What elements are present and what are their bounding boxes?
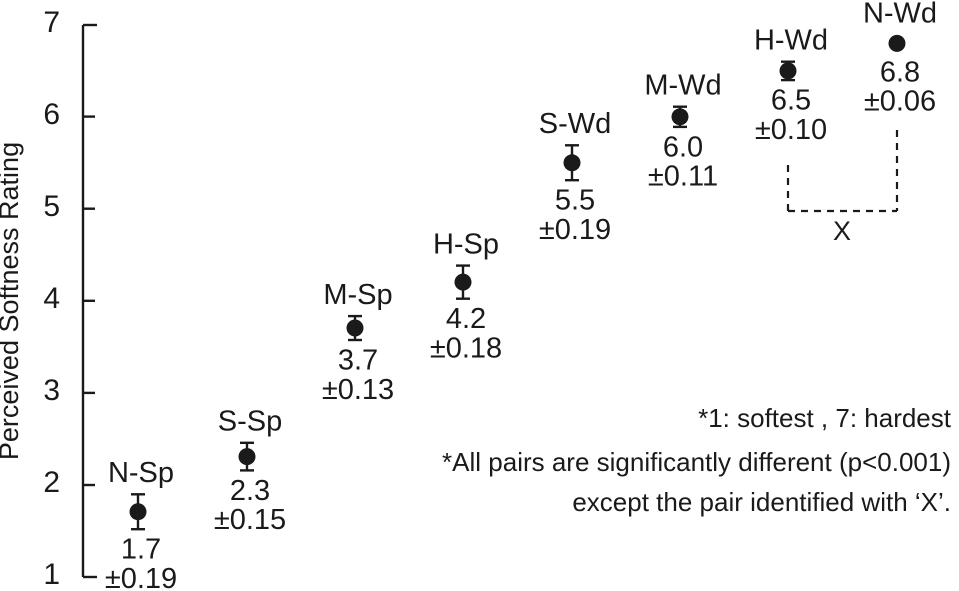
svg-text:S-Wd: S-Wd	[539, 108, 612, 140]
svg-text:5.5: 5.5	[555, 185, 595, 217]
svg-text:X: X	[833, 216, 851, 246]
svg-text:*1: softest , 7: hardest: *1: softest , 7: hardest	[698, 403, 952, 433]
svg-text:H-Wd: H-Wd	[754, 25, 828, 57]
svg-text:*All pairs are significantly d: *All pairs are significantly different (…	[442, 447, 951, 477]
svg-text:4: 4	[43, 282, 60, 315]
svg-text:N-Wd: N-Wd	[863, 0, 937, 30]
svg-text:5: 5	[43, 190, 60, 223]
svg-text:Perceived Softness Rating: Perceived Softness Rating	[0, 142, 24, 460]
svg-text:6: 6	[43, 98, 60, 131]
svg-text:N-Sp: N-Sp	[108, 457, 174, 489]
svg-text:±0.06: ±0.06	[864, 86, 936, 118]
svg-text:6.0: 6.0	[663, 131, 703, 163]
svg-text:±0.18: ±0.18	[430, 333, 502, 365]
svg-text:M-Wd: M-Wd	[644, 70, 721, 102]
svg-text:±0.10: ±0.10	[755, 114, 827, 146]
svg-text:3.7: 3.7	[338, 344, 378, 376]
svg-text:±0.15: ±0.15	[214, 504, 286, 536]
svg-text:±0.19: ±0.19	[539, 214, 611, 246]
svg-text:M-Sp: M-Sp	[323, 279, 392, 311]
svg-text:2.3: 2.3	[230, 475, 270, 507]
svg-text:except the pair identified wit: except the pair identified with ‘X’.	[572, 487, 951, 517]
svg-text:6.5: 6.5	[771, 85, 811, 117]
svg-text:6.8: 6.8	[880, 56, 920, 88]
svg-text:1: 1	[43, 558, 60, 591]
svg-text:±0.13: ±0.13	[322, 374, 394, 406]
svg-text:1.7: 1.7	[121, 534, 161, 566]
svg-text:2: 2	[43, 466, 60, 499]
svg-text:7: 7	[43, 6, 60, 39]
svg-text:4.2: 4.2	[446, 303, 486, 335]
svg-text:±0.19: ±0.19	[105, 563, 177, 591]
svg-text:S-Sp: S-Sp	[218, 406, 282, 438]
svg-text:3: 3	[43, 374, 60, 407]
svg-text:±0.11: ±0.11	[648, 161, 718, 193]
svg-text:H-Sp: H-Sp	[433, 228, 499, 260]
